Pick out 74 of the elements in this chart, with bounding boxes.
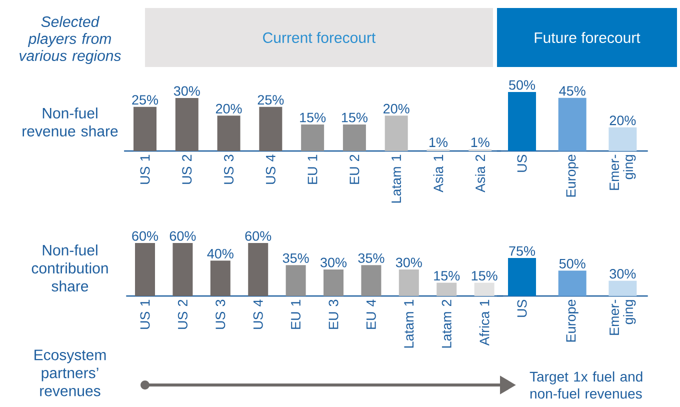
x-tick-label: Europe — [566, 154, 578, 197]
x-tick-label: Latam 1 — [392, 154, 402, 203]
x-tick-label: Africa 1 — [479, 300, 490, 346]
x-tick-label: Asia 1 — [433, 154, 444, 192]
data-label: 20% — [216, 104, 242, 114]
bar — [436, 282, 457, 296]
data-label: 30% — [610, 269, 636, 279]
data-label: 25% — [258, 95, 284, 105]
data-label: 25% — [132, 95, 158, 105]
x-tick-label: US 4 — [253, 300, 263, 329]
x-tick-label: EU 1 — [308, 154, 318, 184]
data-label: 60% — [170, 231, 196, 241]
x-tick-label: EU 2 — [350, 154, 360, 184]
data-label: 15% — [472, 271, 498, 281]
data-label: 60% — [245, 231, 272, 241]
data-label: 15% — [342, 112, 368, 122]
bar — [301, 124, 324, 151]
x-tick-label: Europe — [566, 300, 578, 342]
x-tick-label: Latam 2 — [442, 300, 452, 348]
data-label: 75% — [509, 246, 536, 256]
x-tick-label: Latam 1 — [404, 300, 414, 348]
x-tick-label: US 2 — [182, 154, 192, 184]
data-label: 30% — [320, 258, 347, 268]
y-axis-title: Non-fuel contribution share — [32, 244, 108, 292]
text: Ecosystem partners’ revenues — [34, 350, 106, 396]
data-label: 40% — [207, 248, 234, 258]
data-label: 50% — [509, 80, 536, 90]
x-tick-label: Asia 2 — [475, 154, 486, 192]
data-label: 1% — [471, 138, 490, 148]
x-tick-label: Emer-ging — [610, 154, 636, 190]
bar — [135, 242, 156, 296]
data-label: 35% — [282, 253, 309, 263]
bar — [342, 124, 366, 151]
data-label: 20% — [610, 116, 636, 126]
bar — [175, 98, 198, 151]
data-label: 20% — [384, 104, 410, 114]
data-label: 15% — [300, 112, 326, 122]
x-tick-label: US 3 — [224, 154, 234, 184]
bar — [384, 116, 408, 151]
bar — [134, 106, 157, 151]
bar — [210, 260, 230, 296]
bar — [398, 270, 419, 296]
data-label: 45% — [559, 86, 586, 96]
text: Selected players from various regions — [20, 16, 121, 64]
bar — [324, 270, 344, 296]
bar — [286, 265, 306, 296]
x-tick-label: US 1 — [140, 154, 150, 184]
bar — [259, 106, 282, 151]
x-tick-label: US 3 — [216, 300, 226, 329]
bar — [248, 242, 268, 296]
data-label: 30% — [396, 258, 422, 268]
x-tick-label: US 4 — [266, 154, 276, 184]
x-tick-label: EU 4 — [366, 300, 376, 329]
data-label: 60% — [132, 231, 158, 241]
data-label: 35% — [358, 253, 384, 263]
x-tick-label: US 2 — [178, 300, 188, 329]
data-label: 30% — [174, 86, 200, 96]
data-label: 1% — [430, 138, 448, 148]
y-axis-title: Non-fuel revenue share — [22, 107, 118, 136]
bar — [361, 265, 382, 296]
data-label: 50% — [559, 258, 586, 268]
x-tick-label: US — [517, 300, 527, 317]
text: Target 1x fuel and non-fuel revenues — [530, 371, 642, 399]
x-tick-label: US — [517, 154, 527, 172]
chart-title: Future forecourt — [534, 32, 640, 43]
x-tick-label: EU 3 — [328, 300, 338, 329]
data-label: 15% — [434, 271, 460, 281]
chart-title: Current forecourt — [263, 32, 376, 43]
bar — [217, 116, 240, 151]
bar — [474, 282, 494, 296]
x-tick-label: EU 1 — [291, 300, 301, 329]
x-tick-label: Emer-ging — [610, 300, 636, 335]
bar — [172, 242, 193, 296]
x-tick-label: US 1 — [140, 300, 150, 329]
